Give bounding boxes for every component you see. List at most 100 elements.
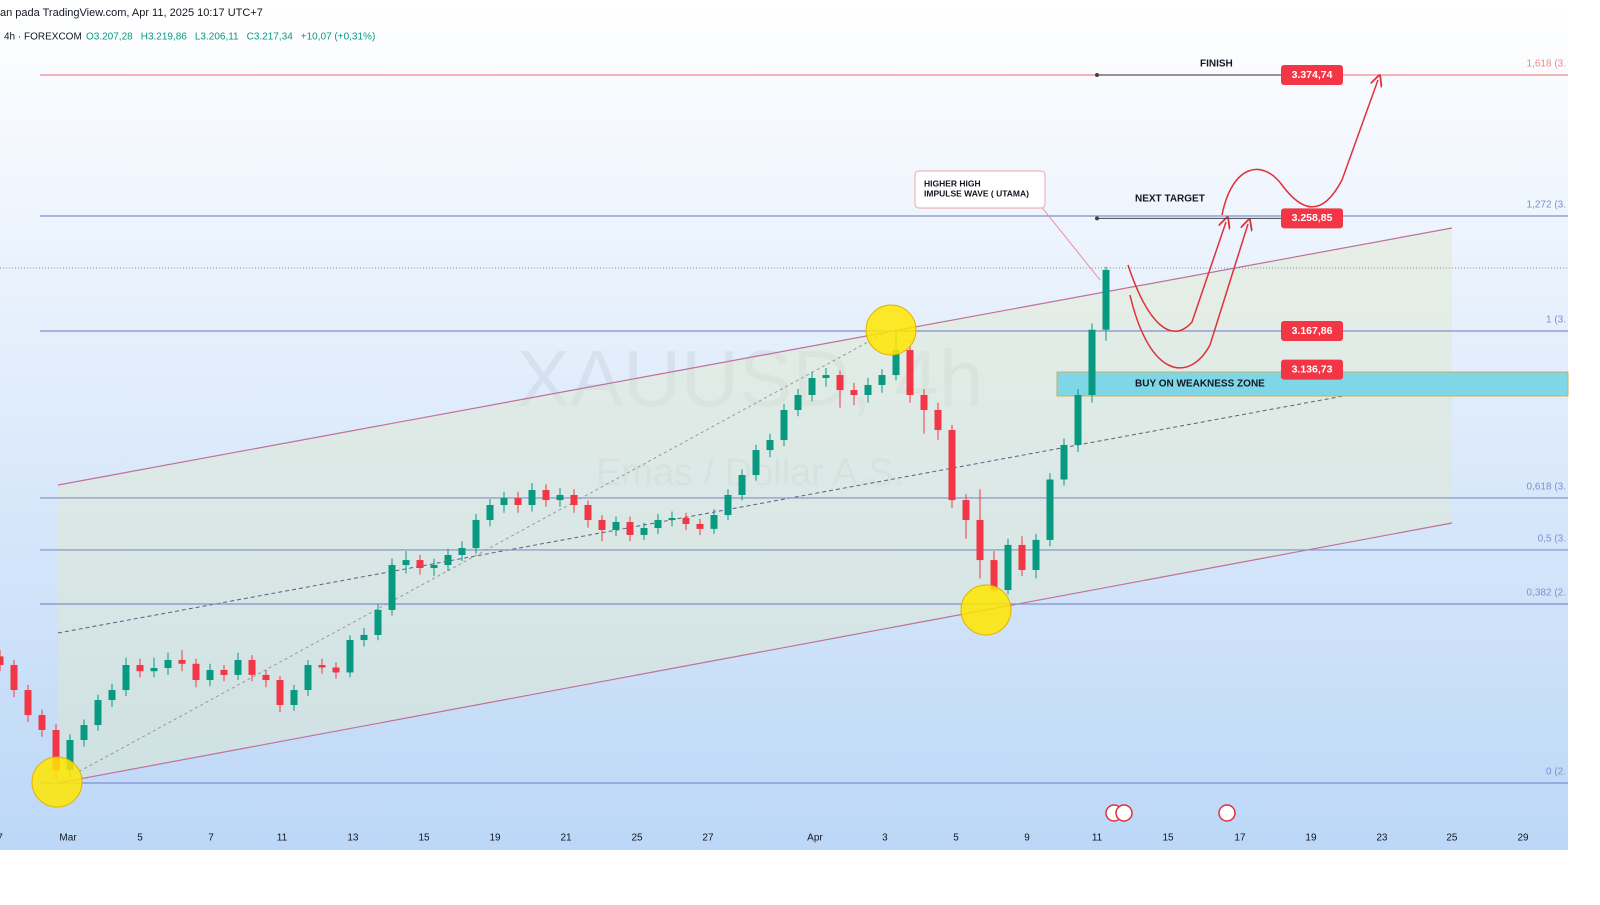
fib-label: 1,618 (3. <box>1527 59 1566 70</box>
candle-body <box>556 494 564 501</box>
candle-body <box>612 521 620 530</box>
candle-body <box>402 560 410 566</box>
candle-body <box>934 409 942 430</box>
price-tag <box>1281 359 1343 380</box>
header: an pada TradingView.com, Apr 11, 2025 10… <box>0 7 263 19</box>
candle-body <box>976 519 984 561</box>
candle-body <box>752 450 760 476</box>
candle-body <box>836 375 844 391</box>
candle-body <box>150 667 158 672</box>
candle-body <box>178 659 186 664</box>
channel <box>58 228 1452 783</box>
candle-body <box>38 715 46 730</box>
candle-body <box>780 409 788 441</box>
x-tick-label: 3 <box>882 833 888 844</box>
callout-text: HIGHER HIGH <box>924 178 981 188</box>
target-label: FINISH <box>1200 59 1233 70</box>
x-tick-label: 27 <box>702 833 714 844</box>
candle-body <box>696 523 704 529</box>
watermark-sub: Emas / Dollar A.S. <box>596 452 904 494</box>
price-tag <box>1281 321 1343 342</box>
candle-body <box>234 659 242 675</box>
x-tick-label: 11 <box>277 833 288 844</box>
projection <box>1129 224 1248 369</box>
candle-body <box>850 390 858 395</box>
candle-body <box>710 515 718 529</box>
candle-body <box>906 350 914 395</box>
candle-body <box>584 505 592 520</box>
channel-mid <box>57 375 1453 634</box>
price-tag-label: 3.374,74 <box>1292 69 1333 81</box>
candle-body <box>388 565 396 610</box>
event-icon <box>1115 804 1133 822</box>
channel-bottom <box>57 522 1453 784</box>
fib-label: 1,272 (3. <box>1527 200 1566 211</box>
candle-body <box>542 490 550 501</box>
candle-body <box>892 350 900 376</box>
callout-text: IMPULSE WAVE ( UTAMA) <box>924 188 1029 198</box>
x-tick-label: 19 <box>1305 833 1317 844</box>
candle-body <box>654 519 662 529</box>
candle-body <box>682 517 690 524</box>
candle-body <box>52 730 60 770</box>
price-tag-label: 3.258,85 <box>1292 212 1333 224</box>
candle-body <box>206 669 214 680</box>
candle-body <box>346 640 354 673</box>
callout-box <box>914 170 1046 209</box>
candle-body <box>920 394 928 410</box>
target-dot <box>1095 73 1099 77</box>
fib-label: 0,382 (2. <box>1527 588 1566 599</box>
fib-label: 0,618 (3. <box>1527 482 1566 493</box>
candle-body <box>990 560 998 591</box>
ohlc-value: O3.207,28 <box>86 32 133 43</box>
x-tick-label: 19 <box>489 833 501 844</box>
x-tick-label: Mar <box>59 833 77 844</box>
candle-body <box>304 665 312 691</box>
projection <box>1127 222 1226 332</box>
x-tick-label: 25 <box>1446 833 1458 844</box>
candle-body <box>500 498 508 505</box>
candle-body <box>192 663 200 680</box>
candle-body <box>248 659 256 675</box>
candle-body <box>24 690 32 716</box>
candle-body <box>80 725 88 741</box>
candle-body <box>66 740 74 770</box>
candle-body <box>724 494 732 516</box>
x-tick-label: 15 <box>418 833 430 844</box>
x-tick-label: 7 <box>0 833 3 844</box>
candle-body <box>290 690 298 705</box>
candle-body <box>318 665 326 668</box>
channel-top <box>57 227 1453 486</box>
candle-body <box>570 494 578 505</box>
candle-body <box>514 498 522 505</box>
candle-body <box>1088 329 1096 395</box>
ohlc-value: C3.217,34 <box>247 32 294 43</box>
pivot-circle <box>960 584 1012 636</box>
fib-label: 0 (2. <box>1546 767 1566 778</box>
candle-body <box>738 475 746 495</box>
target-label: NEXT TARGET <box>1135 194 1205 205</box>
candle-body <box>486 505 494 520</box>
candle-body <box>1060 444 1068 480</box>
candle-body <box>822 375 830 379</box>
candle-body <box>1018 544 1026 570</box>
price-tag <box>1281 65 1343 85</box>
x-tick-label: 11 <box>1092 833 1103 844</box>
candle-body <box>626 521 634 535</box>
candle-body <box>94 700 102 726</box>
candle-body <box>416 560 424 568</box>
candle-body <box>108 690 116 701</box>
x-tick-label: 23 <box>1376 833 1388 844</box>
candle-body <box>962 500 970 520</box>
symbol: 4h · FOREXCOM <box>4 32 82 43</box>
candle-body <box>220 669 228 675</box>
fib-label: 1 (3. <box>1546 315 1566 326</box>
candle-body <box>864 384 872 395</box>
ohlc-value: L3.206,11 <box>195 32 239 43</box>
target-dot <box>1095 216 1099 221</box>
x-tick-label: 29 <box>1517 833 1529 844</box>
candle-body <box>136 665 144 672</box>
candle-body <box>458 548 466 555</box>
candle-body <box>1074 394 1082 445</box>
